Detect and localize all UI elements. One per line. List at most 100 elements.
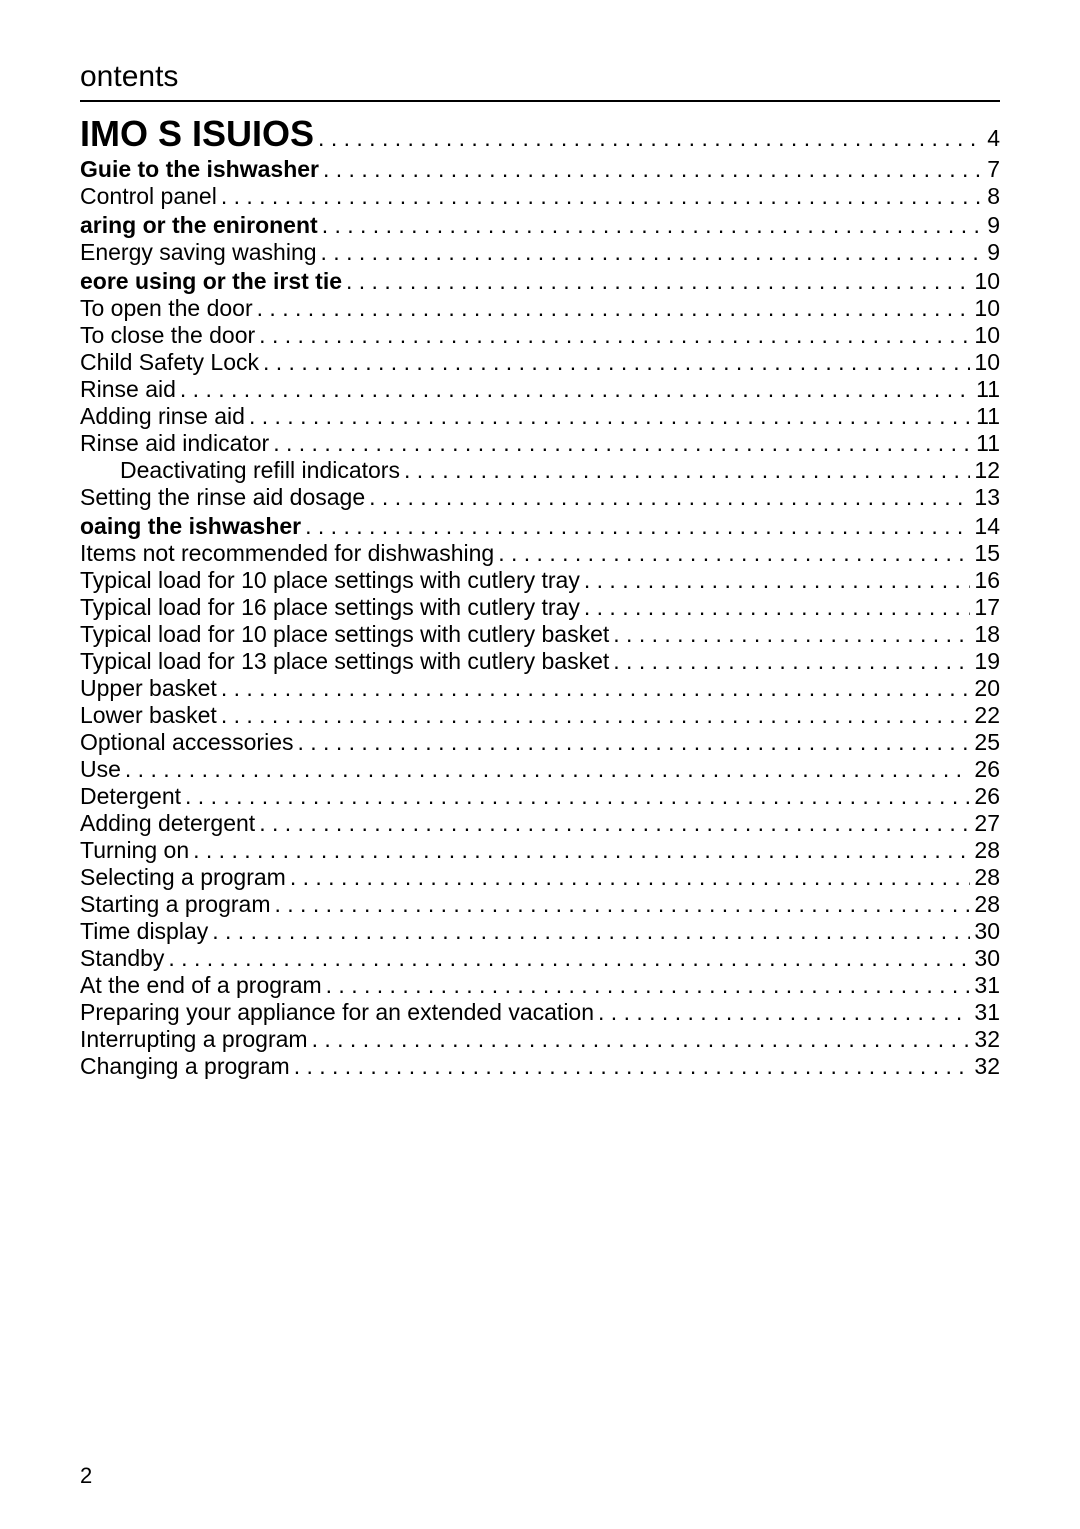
- toc-leader-dots: [168, 947, 970, 970]
- toc-label: Upper basket: [80, 677, 217, 700]
- toc-row: To close the door 10: [80, 324, 1000, 347]
- toc-page-number: 18: [974, 623, 1000, 646]
- toc-label: Energy saving washing: [80, 241, 317, 264]
- toc-row: Items not recommended for dishwashing 15: [80, 542, 1000, 565]
- toc-leader-dots: [249, 405, 972, 428]
- toc-leader-dots: [125, 758, 971, 781]
- toc-leader-dots: [321, 241, 984, 264]
- toc-leader-dots: [221, 704, 971, 727]
- toc-label: Optional accessories: [80, 731, 294, 754]
- toc-label: Preparing your appliance for an extended…: [80, 1001, 594, 1024]
- toc-label: Adding detergent: [80, 812, 255, 835]
- toc-row: Typical load for 16 place settings with …: [80, 596, 1000, 619]
- toc-page-number: 13: [974, 486, 1000, 509]
- toc-leader-dots: [498, 542, 970, 565]
- toc-row: Preparing your appliance for an extended…: [80, 1001, 1000, 1024]
- toc-page-number: 11: [976, 405, 1000, 428]
- toc-label: aring or the enironent: [80, 214, 318, 237]
- toc-page-number: 11: [976, 432, 1000, 455]
- toc-page-number: 15: [974, 542, 1000, 565]
- toc-row: Detergent26: [80, 785, 1000, 808]
- toc-label: Typical load for 16 place settings with …: [80, 596, 580, 619]
- toc-row: To open the door 10: [80, 297, 1000, 320]
- toc-row: Rinse aid indicator 11: [80, 432, 1000, 455]
- toc-label: Turning on: [80, 839, 189, 862]
- toc-page-number: 30: [974, 947, 1000, 970]
- toc-leader-dots: [259, 324, 970, 347]
- toc-row: Optional accessories25: [80, 731, 1000, 754]
- toc-row: Typical load for 10 place settings with …: [80, 623, 1000, 646]
- toc-page-number: 16: [974, 569, 1000, 592]
- toc-page-number: 28: [974, 866, 1000, 889]
- toc-row: Setting the rinse aid dosage 13: [80, 486, 1000, 509]
- toc-page-number: 10: [974, 324, 1000, 347]
- toc-label: Setting the rinse aid dosage: [80, 486, 365, 509]
- toc-row: Turning on 28: [80, 839, 1000, 862]
- toc-label: Deactivating refill indicators: [120, 459, 400, 482]
- toc-leader-dots: [318, 127, 983, 150]
- toc-row: Interrupting a program32: [80, 1028, 1000, 1051]
- toc-leader-dots: [221, 677, 971, 700]
- toc-row: Guie to the ishwasher 7: [80, 158, 1000, 181]
- toc-page-number: 4: [987, 127, 1000, 150]
- toc-label: Guie to the ishwasher: [80, 158, 319, 181]
- toc-label: Typical load for 10 place settings with …: [80, 623, 609, 646]
- toc-leader-dots: [404, 459, 970, 482]
- toc-label: To open the door: [80, 297, 253, 320]
- toc-row: Lower basket22: [80, 704, 1000, 727]
- toc-page-number: 30: [974, 920, 1000, 943]
- toc-page-number: 10: [974, 270, 1000, 293]
- toc-page-number: 31: [974, 974, 1000, 997]
- toc-label: Typical load for 13 place settings with …: [80, 650, 609, 673]
- toc-page-number: 10: [974, 297, 1000, 320]
- toc-label: To close the door: [80, 324, 255, 347]
- toc-page-number: 9: [987, 241, 1000, 264]
- toc-label: Items not recommended for dishwashing: [80, 542, 494, 565]
- toc-row: Deactivating refill indicators12: [80, 459, 1000, 482]
- toc-page-number: 32: [974, 1055, 1000, 1078]
- toc-row: eore using or the irst tie10: [80, 270, 1000, 293]
- toc-page-number: 9: [987, 214, 1000, 237]
- toc-row: Typical load for 10 place settings with …: [80, 569, 1000, 592]
- toc-label: Lower basket: [80, 704, 217, 727]
- section-header: ontents: [80, 60, 1000, 94]
- toc-leader-dots: [298, 731, 971, 754]
- toc-row: Typical load for 13 place settings with …: [80, 650, 1000, 673]
- page: ontents IMO S ISUIOS 4 Guie to the ishwash…: [0, 0, 1080, 1529]
- toc-leader-dots: [369, 486, 970, 509]
- toc-label: At the end of a program: [80, 974, 322, 997]
- toc-row: aring or the enironent 9: [80, 214, 1000, 237]
- toc-row: Child Safety Lock10: [80, 351, 1000, 374]
- toc-list: IMO S ISUIOS4Guie to the ishwasher7Contr…: [80, 116, 1000, 1078]
- toc-page-number: 28: [974, 839, 1000, 862]
- toc-leader-dots: [185, 785, 970, 808]
- toc-row: Adding detergent27: [80, 812, 1000, 835]
- toc-page-number: 19: [974, 650, 1000, 673]
- toc-row: IMO S ISUIOS 4: [80, 116, 1000, 152]
- toc-label: Starting a program: [80, 893, 270, 916]
- toc-leader-dots: [257, 297, 971, 320]
- toc-row: Standby30: [80, 947, 1000, 970]
- toc-leader-dots: [305, 515, 970, 538]
- toc-row: Time display30: [80, 920, 1000, 943]
- toc-leader-dots: [193, 839, 970, 862]
- toc-row: At the end of a program 31: [80, 974, 1000, 997]
- toc-label: oaing the ishwasher: [80, 515, 301, 538]
- toc-leader-dots: [584, 596, 971, 619]
- toc-label: IMO S ISUIOS: [80, 116, 314, 152]
- header-rule: [80, 100, 1000, 102]
- toc-leader-dots: [346, 270, 970, 293]
- toc-page-number: 28: [974, 893, 1000, 916]
- toc-page-number: 20: [974, 677, 1000, 700]
- toc-label: Changing a program: [80, 1055, 290, 1078]
- toc-row: Rinse aid11: [80, 378, 1000, 401]
- toc-row: oaing the ishwasher 14: [80, 515, 1000, 538]
- toc-page-number: 32: [974, 1028, 1000, 1051]
- toc-page-number: 7: [987, 158, 1000, 181]
- toc-label: Selecting a program: [80, 866, 286, 889]
- toc-label: Child Safety Lock: [80, 351, 259, 374]
- toc-label: Rinse aid indicator: [80, 432, 269, 455]
- toc-page-number: 14: [974, 515, 1000, 538]
- toc-leader-dots: [322, 214, 984, 237]
- toc-leader-dots: [263, 351, 970, 374]
